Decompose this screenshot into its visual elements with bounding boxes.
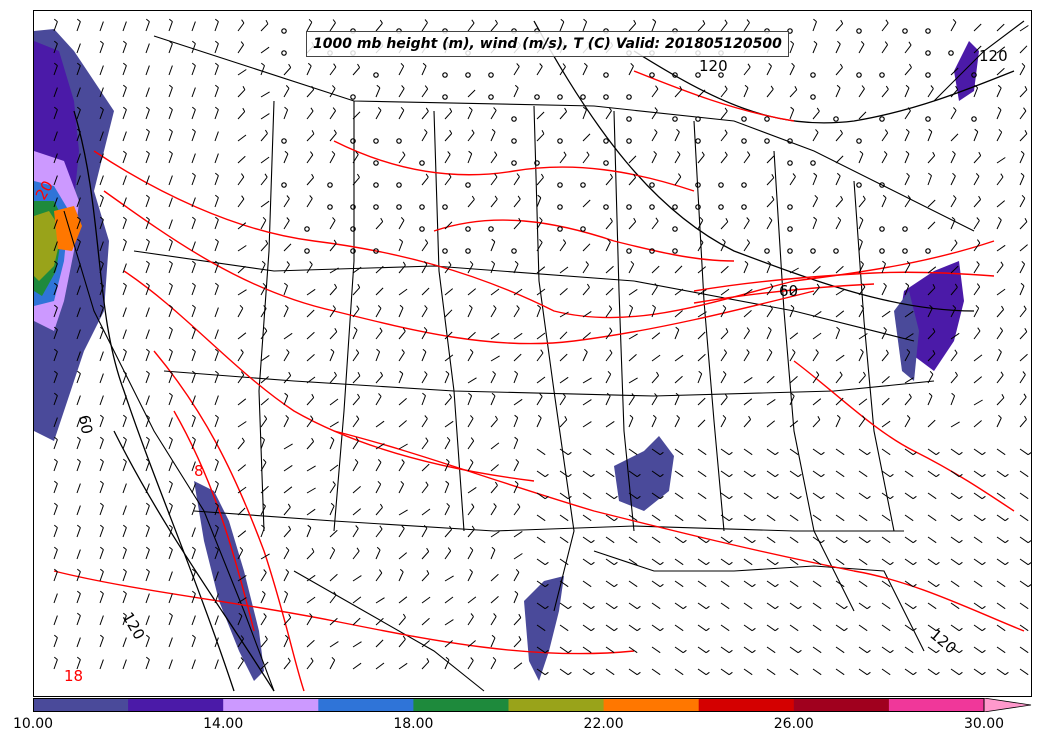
shaded-region-west-coast-orange (54, 206, 82, 251)
shaded-region-new-england (954, 41, 979, 101)
colorbar-cell (508, 698, 605, 712)
colorbar-cell (318, 698, 414, 712)
political-borders (63, 20, 1025, 692)
wind-barbs (53, 18, 1031, 676)
colorbar-cell (888, 698, 985, 712)
colorbar-cell (793, 698, 890, 712)
map-title: 1000 mb height (m), wind (m/s), T (C) Va… (306, 31, 789, 57)
height-label: 60 (75, 414, 96, 436)
colorbar-tick-label: 18.00 (393, 716, 434, 732)
calm-markers (281, 28, 977, 254)
colorbar-tick-label: 22.00 (583, 716, 624, 732)
colorbar-tick-label: 30.00 (963, 716, 1005, 732)
shaded-region-mid-atlantic-outer (894, 291, 919, 381)
colorbar-cell (413, 698, 509, 712)
height-contours (73, 20, 1015, 692)
temperature-label: 18 (64, 667, 83, 685)
height-label: 120 (699, 57, 728, 75)
colorbar-cell (33, 698, 129, 712)
weather-map: 120 60 120 60 120 120 20 18 8 (34, 18, 1031, 692)
height-label: 120 (979, 47, 1008, 65)
colorbar-tick-label: 14.00 (203, 716, 244, 732)
shaded-region-mid-south (614, 436, 674, 511)
colorbar-cell (223, 698, 319, 712)
colorbar-cell (698, 698, 795, 712)
colorbar-tick-label: 26.00 (773, 716, 814, 732)
colorbar (33, 698, 1032, 712)
map-frame: 120 60 120 60 120 120 20 18 8 1000 mb he… (33, 10, 1032, 697)
temperature-contours (53, 70, 1025, 692)
height-label: 120 (119, 609, 149, 643)
contour-labels: 120 60 120 60 120 120 20 18 8 (34, 47, 1008, 685)
colorbar-cell (128, 698, 224, 712)
colorbar-tick-label: 10.00 (12, 716, 54, 732)
temperature-label: 8 (194, 462, 204, 480)
colorbar-outline (33, 698, 985, 712)
shaded-regions (34, 29, 979, 681)
height-label: 60 (779, 282, 798, 300)
shaded-region-west-coast-olive (34, 211, 62, 281)
colorbar-cell (603, 698, 700, 712)
colorbar-extension (983, 698, 1032, 712)
colorbar-cells (33, 698, 1032, 712)
shaded-region-texas-coast (524, 576, 564, 681)
height-label: 120 (926, 625, 960, 657)
